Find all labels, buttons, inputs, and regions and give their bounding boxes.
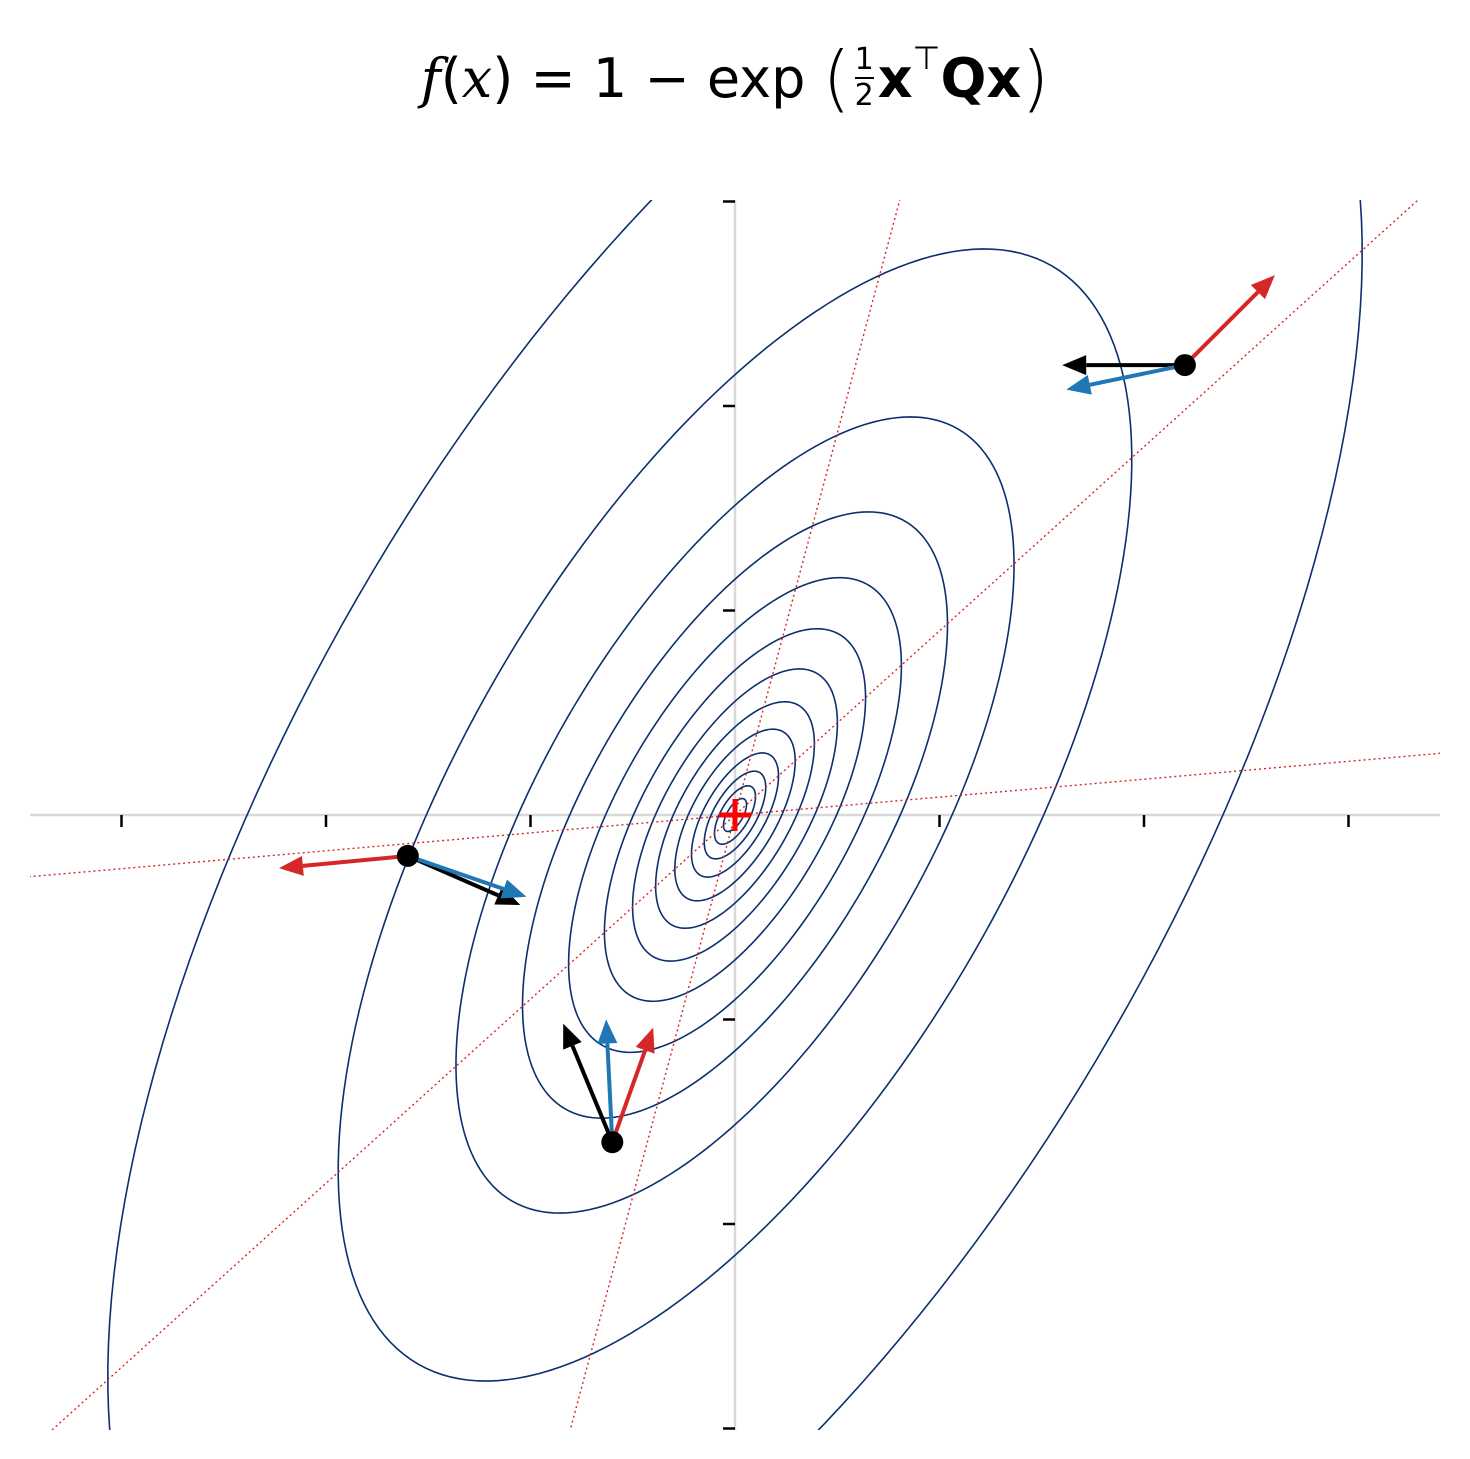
- red-arrow-shaft: [303, 856, 408, 866]
- black-arrow-head: [1062, 355, 1086, 375]
- sample-point: [397, 845, 419, 867]
- sample-point: [601, 1131, 623, 1153]
- blue-arrow-shaft: [1090, 365, 1185, 385]
- blue-arrow-head: [500, 880, 526, 899]
- red-arrow-head: [279, 856, 304, 876]
- arrow-layer: [279, 275, 1275, 1142]
- red-arrow-shaft: [1185, 292, 1258, 365]
- red-arrow-head: [636, 1028, 655, 1054]
- blue-arrow-head: [1066, 375, 1092, 395]
- black-arrow-head: [563, 1024, 581, 1050]
- blue-arrow-shaft: [408, 856, 504, 889]
- marker-layer: [397, 354, 1196, 1153]
- blue-arrow-head: [597, 1020, 617, 1044]
- sample-point: [1174, 354, 1196, 376]
- red-arrow-shaft: [612, 1050, 645, 1142]
